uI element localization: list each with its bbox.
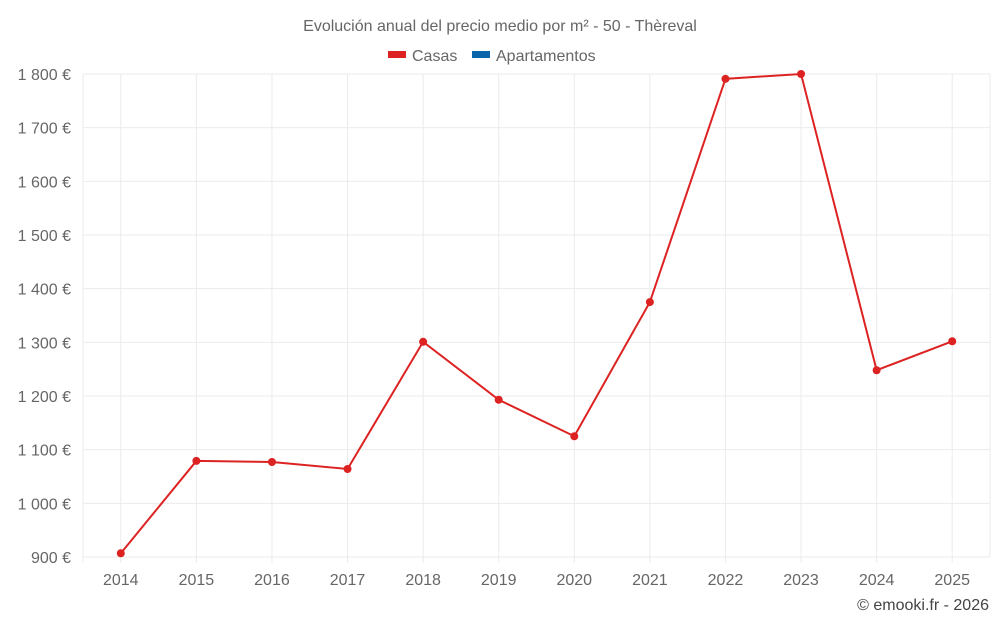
- legend-swatch-casas[interactable]: [388, 51, 406, 58]
- data-point: [494, 395, 503, 404]
- data-point: [192, 456, 201, 465]
- x-tick-label: 2020: [556, 572, 592, 589]
- y-tick-label: 1 100 €: [18, 443, 71, 460]
- y-tick-label: 1 600 €: [18, 174, 71, 191]
- legend: Casas Apartamentos: [388, 48, 596, 65]
- legend-swatch-apartamentos[interactable]: [472, 51, 490, 58]
- data-point: [797, 70, 806, 78]
- x-tick-label: 2023: [783, 572, 819, 589]
- x-tick-label: 2021: [632, 572, 668, 589]
- y-tick-label: 900 €: [31, 550, 71, 567]
- x-tick-label: 2024: [859, 572, 895, 589]
- data-point: [721, 74, 730, 83]
- x-tick-label: 2019: [481, 572, 517, 589]
- y-tick-label: 1 400 €: [18, 282, 71, 299]
- x-tick-label: 2014: [103, 572, 139, 589]
- legend-label-casas[interactable]: Casas: [412, 48, 457, 65]
- y-tick-label: 1 800 €: [18, 67, 71, 84]
- data-point: [116, 549, 125, 558]
- y-tick-label: 1 200 €: [18, 389, 71, 406]
- data-point: [872, 366, 881, 375]
- y-tick-label: 1 700 €: [18, 121, 71, 138]
- y-tick-label: 1 000 €: [18, 496, 71, 513]
- data-point: [645, 298, 654, 307]
- x-tick-label: 2015: [179, 572, 215, 589]
- data-point: [267, 458, 276, 467]
- x-tick-label: 2016: [254, 572, 290, 589]
- series-line-casas: [120, 72, 953, 554]
- x-tick-label: 2022: [708, 572, 744, 589]
- chart-title: Evolución anual del precio medio por m² …: [303, 18, 697, 35]
- data-point: [343, 464, 352, 473]
- data-point: [948, 337, 957, 346]
- legend-label-apartamentos[interactable]: Apartamentos: [496, 48, 596, 65]
- x-tick-label: 2017: [330, 572, 366, 589]
- credit-text: © emooki.fr - 2026: [857, 597, 989, 614]
- y-tick-label: 1 500 €: [18, 228, 71, 245]
- y-tick-label: 1 300 €: [18, 335, 71, 352]
- data-point: [570, 432, 579, 441]
- x-tick-label: 2018: [405, 572, 441, 589]
- x-tick-label: 2025: [934, 572, 970, 589]
- data-point: [419, 337, 428, 346]
